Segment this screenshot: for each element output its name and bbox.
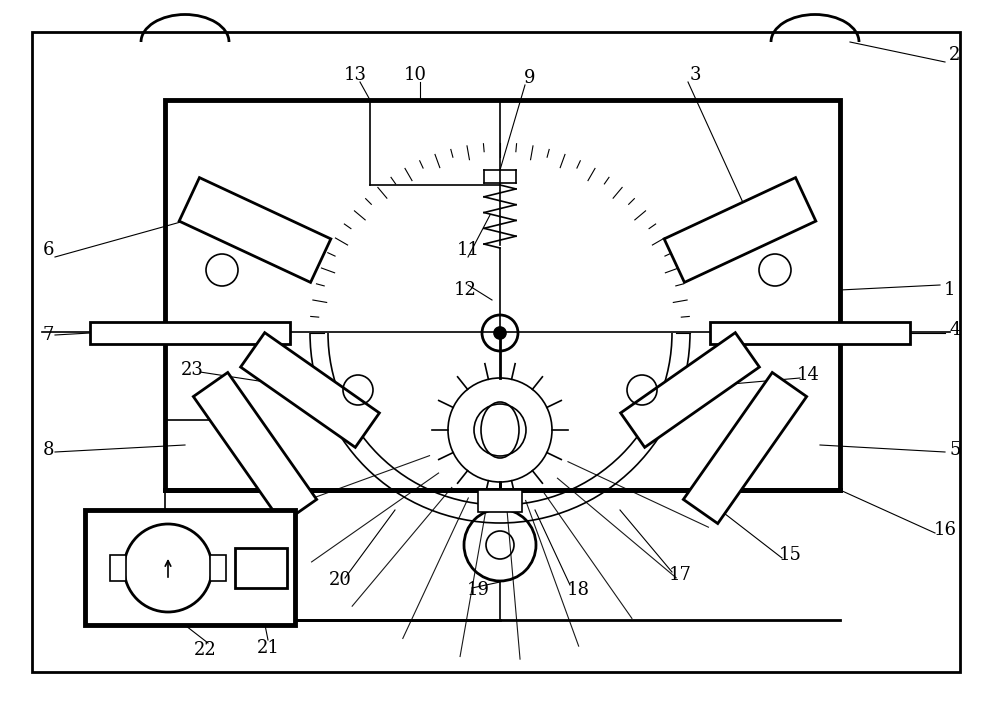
- Bar: [478, 490, 522, 512]
- Bar: [235, 548, 287, 588]
- Text: 11: 11: [456, 241, 480, 259]
- Text: 14: 14: [797, 366, 819, 384]
- Text: 7: 7: [42, 326, 54, 344]
- Text: 18: 18: [566, 581, 590, 599]
- Text: 16: 16: [934, 521, 956, 539]
- Polygon shape: [193, 373, 317, 524]
- Bar: [210, 555, 226, 581]
- Text: 20: 20: [329, 571, 351, 589]
- Text: 15: 15: [779, 546, 801, 564]
- Text: 8: 8: [42, 441, 54, 459]
- Text: 10: 10: [404, 66, 426, 84]
- Bar: [85, 510, 295, 625]
- Bar: [90, 322, 290, 344]
- Circle shape: [494, 327, 506, 339]
- Text: 3: 3: [689, 66, 701, 84]
- Text: 19: 19: [466, 581, 490, 599]
- Text: 2: 2: [949, 46, 961, 64]
- Polygon shape: [621, 333, 759, 447]
- Polygon shape: [664, 178, 816, 283]
- Polygon shape: [179, 178, 331, 283]
- Bar: [110, 555, 126, 581]
- Polygon shape: [683, 373, 807, 524]
- Text: 4: 4: [949, 321, 961, 339]
- Text: 23: 23: [181, 361, 203, 379]
- Polygon shape: [241, 333, 379, 447]
- Bar: [165, 100, 840, 490]
- Text: 9: 9: [524, 69, 536, 87]
- Text: 5: 5: [949, 441, 961, 459]
- Text: 17: 17: [669, 566, 691, 584]
- Bar: [710, 322, 910, 344]
- Text: 12: 12: [454, 281, 476, 299]
- Text: 21: 21: [257, 639, 279, 657]
- Text: 22: 22: [194, 641, 216, 659]
- Text: 13: 13: [344, 66, 366, 84]
- Text: 6: 6: [42, 241, 54, 259]
- Text: 1: 1: [944, 281, 956, 299]
